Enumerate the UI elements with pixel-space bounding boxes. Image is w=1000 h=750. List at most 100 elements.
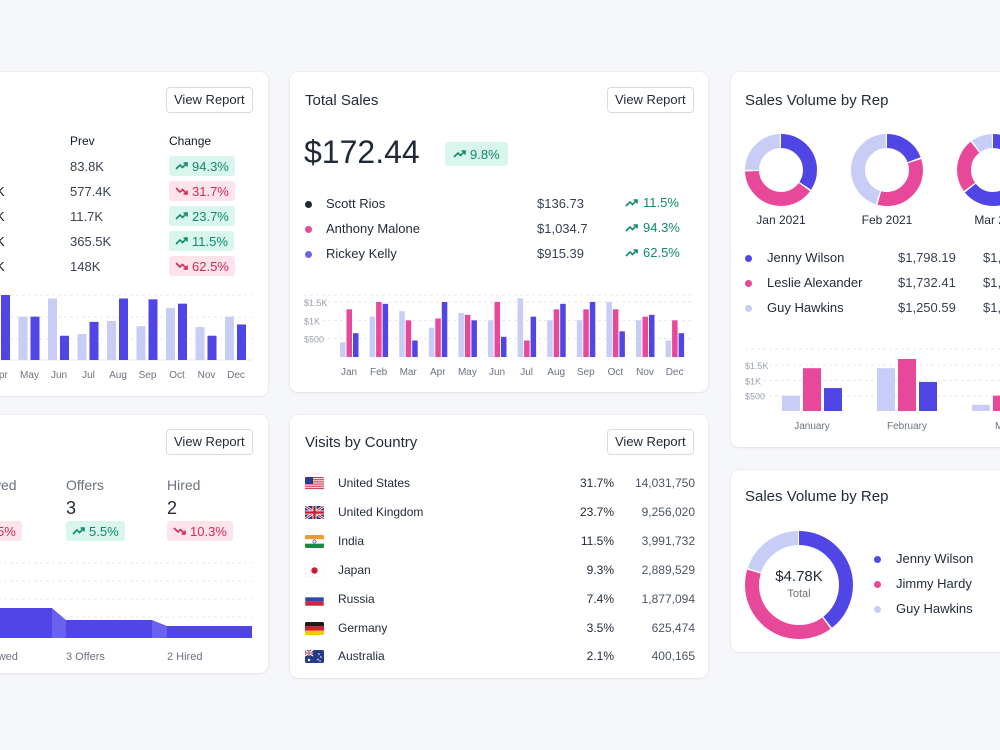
rep-value: $1,250.59 xyxy=(898,300,956,315)
legend-dot xyxy=(305,226,312,233)
x-tick-label: Mar xyxy=(400,367,418,378)
y-tick-label: $500 xyxy=(745,392,765,402)
x-tick-label: Oct xyxy=(169,370,185,381)
funnel-transition-0 xyxy=(52,608,66,638)
bar-sep-0 xyxy=(576,320,583,357)
funnel-axis-label: 2 Hired xyxy=(167,651,202,663)
view-report-button[interactable]: View Report xyxy=(166,429,253,455)
rep-name: Jimmy Hardy xyxy=(896,576,972,591)
bar-dec-0 xyxy=(665,340,672,357)
x-tick-label: Jul xyxy=(82,370,95,381)
bar-jun-1 xyxy=(494,302,500,357)
view-report-button[interactable]: View Report xyxy=(607,429,694,455)
country-percent: 2.1% xyxy=(586,649,614,664)
funnel-axis-label: 3 Offers xyxy=(66,651,105,663)
rep-value-next: $1, xyxy=(983,275,1000,290)
bar-apr-2 xyxy=(441,302,448,357)
bar-february-0 xyxy=(877,368,895,411)
rep-value: $915.39 xyxy=(537,246,584,261)
trend-up-icon xyxy=(175,162,188,170)
prev-value: 577.4K xyxy=(70,184,112,199)
y-tick-label: $1.5K xyxy=(304,298,328,308)
view-report-button[interactable]: View Report xyxy=(607,87,694,113)
change-badge: 62.5% xyxy=(169,256,235,276)
bar-mar-2 xyxy=(412,340,418,357)
country-visits: 9,256,020 xyxy=(641,504,695,519)
country-visits: 14,031,750 xyxy=(634,476,695,490)
trend-down-icon xyxy=(173,527,186,535)
rep-value: $1,034.7 xyxy=(537,221,588,236)
rep-value: $1,732.41 xyxy=(898,275,956,290)
bar-ma-0 xyxy=(972,404,990,411)
change-value: 5.5% xyxy=(89,523,119,539)
x-tick-label: Jun xyxy=(51,370,67,381)
country-name: India xyxy=(338,533,365,548)
y-tick-label: $500 xyxy=(304,335,324,345)
bar-may-1 xyxy=(464,314,471,357)
country-flag xyxy=(305,477,324,490)
change-value: 5% xyxy=(0,523,16,539)
bar-oct-1 xyxy=(612,309,619,357)
change-value: 62.5% xyxy=(192,258,229,274)
bar-nov-1 xyxy=(642,316,648,357)
current-value: K xyxy=(0,184,5,199)
country-visits: 3,991,732 xyxy=(641,533,695,548)
total-sales-card: Total Sales View Report $172.44 9.8% Sco… xyxy=(290,72,708,392)
bar-mar-1 xyxy=(405,320,412,357)
rep-name: Leslie Alexander xyxy=(767,275,863,290)
legend-dot xyxy=(305,251,312,258)
bar-oct-2 xyxy=(619,331,625,357)
card-title: Total Sales xyxy=(305,92,379,109)
bar-may-0 xyxy=(458,313,464,357)
country-name: United States xyxy=(338,476,411,490)
month-label: Mar 20 xyxy=(974,213,1000,227)
country-visits: 1,877,094 xyxy=(641,591,695,606)
bar-aug-a xyxy=(107,321,116,360)
bar-jul-b xyxy=(89,321,99,360)
bar-nov-a xyxy=(195,327,205,360)
rep-change: 11.5% xyxy=(625,195,679,210)
bar-nov-2 xyxy=(649,314,655,357)
country-name: Japan xyxy=(338,562,371,577)
total-sales-bar-chart: $1.5K $1K $500 Jan Feb Mar Apr May Jun Jul Aug Sep O… xyxy=(304,294,694,378)
x-tick-label: Sep xyxy=(139,370,157,381)
bar-dec-a xyxy=(225,316,234,360)
bar-jun-2 xyxy=(501,336,507,357)
month-donut-1-slice-0 xyxy=(851,134,923,206)
prev-value: 148K xyxy=(70,259,101,274)
total-donut-slice-0 xyxy=(745,531,853,639)
month-label: Feb 2021 xyxy=(861,213,913,227)
country-flag xyxy=(305,621,324,635)
bar-may-2 xyxy=(471,320,477,357)
change-header: Change xyxy=(169,134,212,148)
bar-oct-0 xyxy=(606,302,612,357)
change-badge: 31.7% xyxy=(169,181,235,201)
bar-ma-1 xyxy=(993,395,1000,411)
country-percent: 7.4% xyxy=(586,591,614,606)
bar-february-1 xyxy=(898,359,916,411)
country-name: Australia xyxy=(338,649,385,664)
bar-sep-1 xyxy=(583,309,589,357)
bar-jun-a xyxy=(48,298,57,360)
bar-jul-a xyxy=(77,334,87,360)
rep-name: Jenny Wilson xyxy=(896,551,974,566)
bar-apr-1 xyxy=(435,318,441,357)
legend-dot xyxy=(305,201,312,208)
rep-value: $136.73 xyxy=(537,196,584,211)
x-tick-label: Nov xyxy=(198,370,216,381)
country-flag xyxy=(305,563,324,577)
view-report-button[interactable]: View Report xyxy=(166,87,253,113)
change-value: 11.5% xyxy=(192,233,228,249)
rep-value-next: $1, xyxy=(983,300,1000,315)
x-tick-label: May xyxy=(458,367,477,378)
monthly-donut-charts xyxy=(745,134,1000,206)
visits-by-country-card: Visits by Country View Report United Sta… xyxy=(290,415,708,678)
bar-nov-0 xyxy=(636,320,642,357)
current-value: K xyxy=(0,259,5,274)
total-donut-slice-1 xyxy=(745,531,853,639)
funnel-stage-name: Hired xyxy=(167,477,201,493)
donut-total-value: $4.78K xyxy=(775,568,823,585)
current-value: K xyxy=(0,209,5,224)
funnel-transition-1 xyxy=(152,620,167,638)
trend-up-icon xyxy=(625,248,638,257)
